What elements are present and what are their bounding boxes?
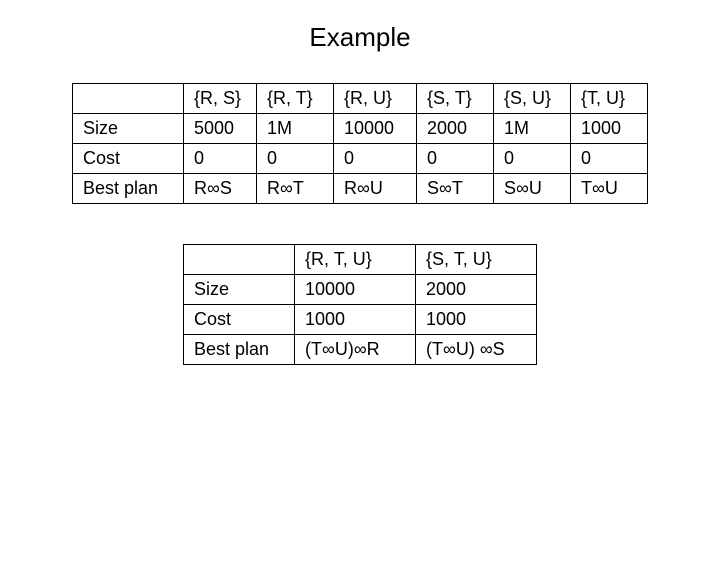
table2-cell: 10000 [295, 275, 416, 305]
table1-wrap: {R, S} {R, T} {R, U} {S, T} {S, U} {T, U… [0, 83, 720, 244]
table2-h2: {S, T, U} [416, 245, 537, 275]
table1-cell: 1000 [571, 114, 648, 144]
table2-row-size: Size 10000 2000 [184, 275, 537, 305]
table2-cell: (T∞U) ∞S [416, 335, 537, 365]
table2-row-label: Cost [184, 305, 295, 335]
table2-row-cost: Cost 1000 1000 [184, 305, 537, 335]
table1-cell: S∞U [494, 174, 571, 204]
table1-row-label: Cost [73, 144, 184, 174]
table2-h0 [184, 245, 295, 275]
table1-h1: {R, S} [184, 84, 257, 114]
table1-cell: 0 [417, 144, 494, 174]
table1-row-label: Size [73, 114, 184, 144]
table1-cell: 0 [494, 144, 571, 174]
table1-cell: 0 [257, 144, 334, 174]
table1-cell: 2000 [417, 114, 494, 144]
table1-cell: 0 [184, 144, 257, 174]
table1-row-label: Best plan [73, 174, 184, 204]
table1-header-row: {R, S} {R, T} {R, U} {S, T} {S, U} {T, U… [73, 84, 648, 114]
table1-row-size: Size 5000 1M 10000 2000 1M 1000 [73, 114, 648, 144]
table1-cell: 1M [257, 114, 334, 144]
table1-row-bestplan: Best plan R∞S R∞T R∞U S∞T S∞U T∞U [73, 174, 648, 204]
table1-h2: {R, T} [257, 84, 334, 114]
table2-cell: 2000 [416, 275, 537, 305]
table1-h4: {S, T} [417, 84, 494, 114]
table1-cell: T∞U [571, 174, 648, 204]
table2: {R, T, U} {S, T, U} Size 10000 2000 Cost… [183, 244, 537, 365]
table1-cell: 10000 [334, 114, 417, 144]
table2-cell: 1000 [416, 305, 537, 335]
table1-h3: {R, U} [334, 84, 417, 114]
table2-row-label: Best plan [184, 335, 295, 365]
table2-cell: (T∞U)∞R [295, 335, 416, 365]
table1-h5: {S, U} [494, 84, 571, 114]
table2-cell: 1000 [295, 305, 416, 335]
table1-cell: 0 [334, 144, 417, 174]
table1-cell: 5000 [184, 114, 257, 144]
table1-cell: 1M [494, 114, 571, 144]
table1-cell: R∞S [184, 174, 257, 204]
table2-h1: {R, T, U} [295, 245, 416, 275]
table1-cell: R∞U [334, 174, 417, 204]
table1-row-cost: Cost 0 0 0 0 0 0 [73, 144, 648, 174]
table1-cell: R∞T [257, 174, 334, 204]
page-title: Example [0, 22, 720, 53]
table2-row-bestplan: Best plan (T∞U)∞R (T∞U) ∞S [184, 335, 537, 365]
table2-wrap: {R, T, U} {S, T, U} Size 10000 2000 Cost… [0, 244, 720, 365]
table1-h0 [73, 84, 184, 114]
table1-h6: {T, U} [571, 84, 648, 114]
table2-header-row: {R, T, U} {S, T, U} [184, 245, 537, 275]
table1: {R, S} {R, T} {R, U} {S, T} {S, U} {T, U… [72, 83, 648, 204]
table2-row-label: Size [184, 275, 295, 305]
table1-cell: 0 [571, 144, 648, 174]
table1-cell: S∞T [417, 174, 494, 204]
